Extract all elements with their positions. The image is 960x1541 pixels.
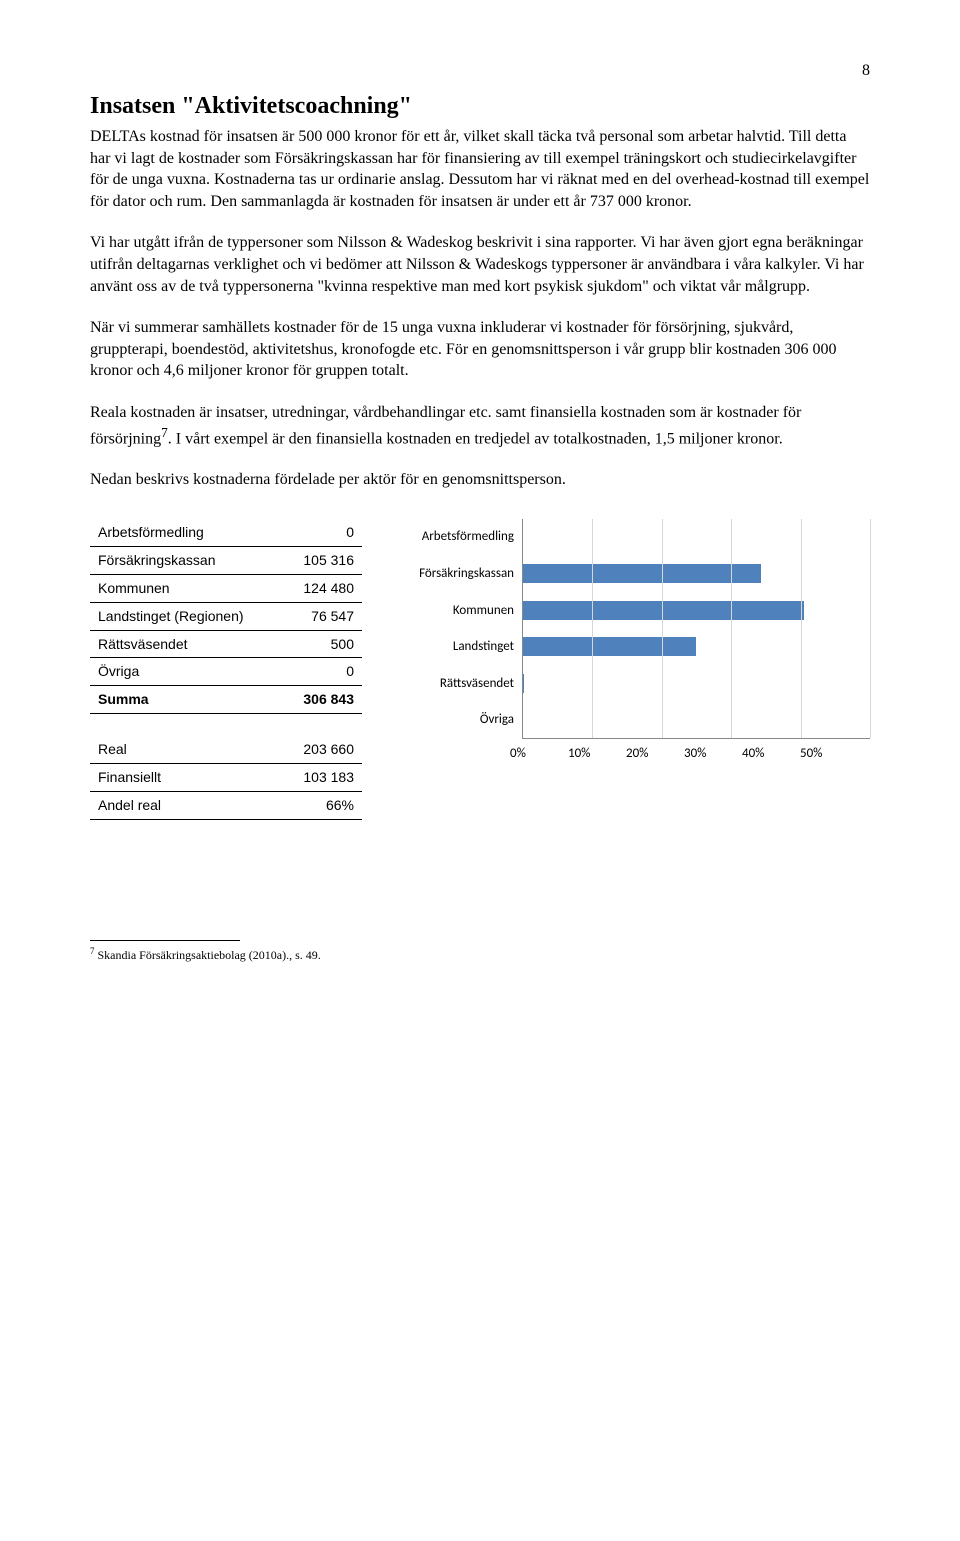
table-row: Försäkringskassan105 316 [90, 546, 362, 574]
table-row: Arbetsförmedling0 [90, 519, 362, 546]
chart-bar [523, 564, 870, 583]
table-row: Andel real66% [90, 792, 362, 820]
table-row: Kommunen124 480 [90, 574, 362, 602]
page-number: 8 [90, 60, 870, 82]
table-row: Rättsväsendet500 [90, 630, 362, 658]
chart-bar [523, 528, 870, 547]
chart-bar [523, 601, 870, 620]
chart-bar [523, 674, 870, 693]
cost-bar-chart: Arbetsförmedling Försäkringskassan Kommu… [402, 519, 870, 820]
table-row: Real203 660 [90, 736, 362, 763]
paragraph-5: Nedan beskrivs kostnaderna fördelade per… [90, 469, 870, 491]
page-title: Insatsen "Aktivitetscoachning" [90, 90, 870, 122]
chart-x-axis: 0%10%20%30%40%50% [522, 745, 870, 763]
footnote-separator [90, 940, 240, 941]
paragraph-4: Reala kostnaden är insatser, utredningar… [90, 402, 870, 450]
chart-bar [523, 710, 870, 729]
table-row: Landstinget (Regionen)76 547 [90, 602, 362, 630]
table-row: Finansiellt103 183 [90, 764, 362, 792]
cost-table: Arbetsförmedling0 Försäkringskassan105 3… [90, 519, 362, 820]
paragraph-2: Vi har utgått ifrån de typpersoner som N… [90, 232, 870, 297]
paragraph-1: DELTAs kostnad för insatsen är 500 000 k… [90, 126, 870, 212]
footnote: 7 Skandia Försäkringsaktiebolag (2010a).… [90, 945, 870, 963]
table-row: Övriga0 [90, 658, 362, 686]
table-row-sum: Summa306 843 [90, 686, 362, 714]
chart-plot-area [522, 519, 870, 739]
paragraph-3: När vi summerar samhällets kostnader för… [90, 317, 870, 382]
chart-bar [523, 637, 870, 656]
chart-y-labels: Arbetsförmedling Försäkringskassan Kommu… [402, 519, 522, 739]
